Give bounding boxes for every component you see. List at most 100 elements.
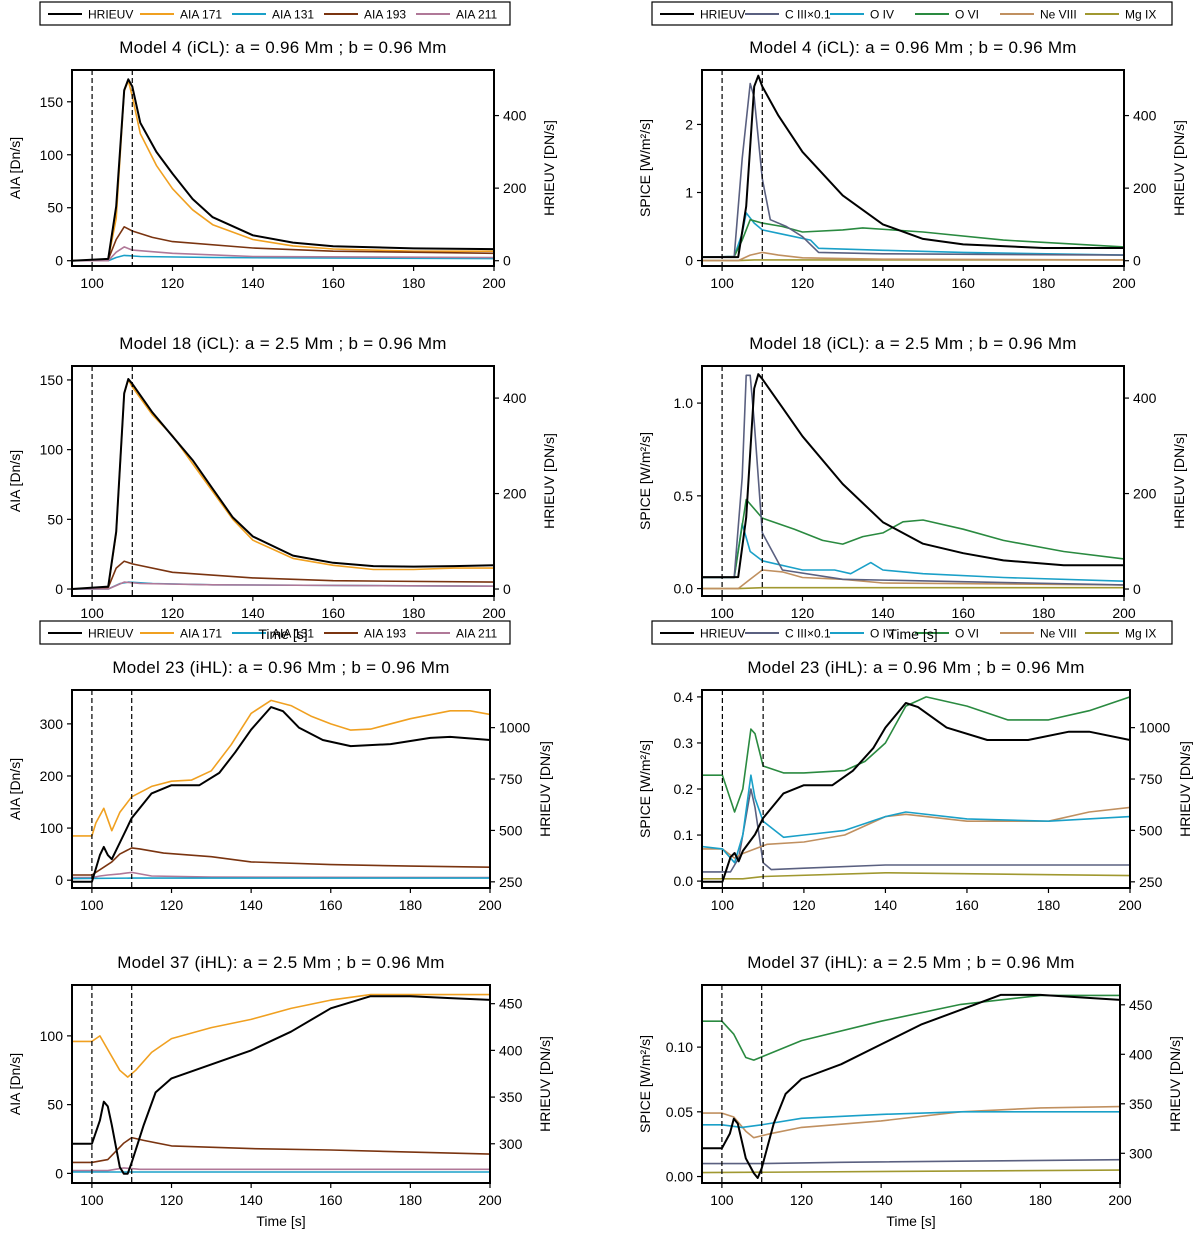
legend-label: HRIEUV (700, 8, 745, 22)
series-line-aia-171 (72, 379, 494, 590)
chart-title: Model 4 (iCL): a = 0.96 Mm ; b = 0.96 Mm (119, 38, 447, 57)
y-tick-label: 0.0 (674, 873, 694, 889)
y-tick-label: 100 (40, 820, 64, 836)
y-axis-label: SPICE [W/m²/s] (637, 1035, 653, 1133)
plot-frame (71, 984, 491, 1184)
legend-label: Ne VIII (1040, 627, 1077, 641)
x-tick-label: 160 (319, 897, 343, 913)
x-tick-label: 120 (790, 1192, 814, 1208)
y-tick-label: 0.5 (674, 488, 694, 504)
series-line-aia-171 (72, 699, 490, 837)
y-axis-label: AIA [Dn/s] (7, 758, 23, 820)
legend-box (651, 620, 1173, 645)
x-tick-label: 200 (482, 275, 506, 291)
y-tick-label: 0.10 (666, 1039, 693, 1055)
y-tick-label: 0.2 (674, 781, 694, 797)
legend-label: AIA 131 (272, 8, 314, 22)
legend-label: AIA 131 (272, 627, 314, 641)
y2-tick-label: 400 (503, 108, 527, 124)
y2-tick-label: 450 (1129, 997, 1153, 1013)
series-line-hrieuv (702, 702, 1130, 883)
x-tick-label: 100 (710, 1192, 734, 1208)
x-tick-label: 120 (792, 897, 816, 913)
y2-axis-label: HRIEUV [DN/s] (1171, 433, 1187, 529)
y2-tick-label: 750 (1139, 771, 1163, 787)
series-line-mg-ix (702, 1169, 1120, 1174)
y2-tick-label: 450 (499, 996, 523, 1012)
series-line-hrieuv (702, 74, 1124, 259)
series-line-hrieuv (72, 706, 490, 883)
legend-label: HRIEUV (700, 627, 745, 641)
series-line-c-iii-0-1 (702, 374, 1124, 586)
chart-m18-aia: Model 18 (iCL): a = 2.5 Mm ; b = 0.96 Mm… (7, 334, 557, 642)
legend-spice: HRIEUV C III×0.1 O IV O VI Ne VIII Mg IX (651, 1, 1173, 26)
legend-label: AIA 211 (456, 627, 497, 641)
y2-tick-label: 250 (1139, 874, 1163, 890)
x-tick-label: 100 (710, 275, 734, 291)
legend-spice: HRIEUV C III×0.1 O IV O VI Ne VIII Mg IX (651, 620, 1173, 645)
legend-label: Mg IX (1125, 627, 1156, 641)
series-line-mg-ix (702, 872, 1130, 880)
y-tick-label: 1 (685, 185, 693, 201)
y-tick-label: 150 (40, 94, 64, 110)
chart-m18-spice: Model 18 (iCL): a = 2.5 Mm ; b = 0.96 Mm… (637, 334, 1187, 642)
x-tick-label: 140 (869, 1192, 893, 1208)
y2-tick-label: 350 (1129, 1096, 1153, 1112)
y-tick-label: 0.4 (674, 689, 694, 705)
y-tick-label: 50 (47, 1097, 63, 1113)
x-tick-label: 160 (955, 897, 979, 913)
x-tick-label: 160 (952, 605, 976, 621)
x-tick-label: 180 (1029, 1192, 1053, 1208)
x-tick-label: 200 (478, 1192, 502, 1208)
y-tick-label: 0 (55, 1165, 63, 1181)
y-tick-label: 0.0 (674, 581, 694, 597)
y2-tick-label: 400 (1129, 1046, 1153, 1062)
chart-title: Model 4 (iCL): a = 0.96 Mm ; b = 0.96 Mm (749, 38, 1077, 57)
legend-label: Mg IX (1125, 8, 1156, 22)
y2-tick-label: 500 (499, 822, 523, 838)
series-line-hrieuv (702, 373, 1124, 579)
x-axis-label: Time [s] (258, 626, 307, 642)
series-line-hrieuv (72, 995, 490, 1175)
x-tick-label: 140 (871, 275, 895, 291)
y2-tick-label: 0 (1133, 253, 1141, 269)
series-line-mg-ix (702, 586, 1124, 590)
x-tick-label: 160 (949, 1192, 973, 1208)
x-tick-label: 200 (478, 897, 502, 913)
legend-label: HRIEUV (88, 627, 133, 641)
series-line-aia-171 (72, 79, 494, 262)
y2-axis-label: HRIEUV [DN/s] (1167, 1036, 1183, 1132)
y-axis-label: AIA [Dn/s] (7, 450, 23, 512)
y2-tick-label: 300 (499, 1136, 523, 1152)
x-tick-label: 140 (241, 275, 265, 291)
series-group (72, 378, 494, 590)
y-tick-label: 2 (685, 116, 693, 132)
series-line-aia-131 (72, 877, 490, 880)
series-line-c-iii-0-1 (702, 82, 1124, 258)
chart-title: Model 37 (iHL): a = 2.5 Mm ; b = 0.96 Mm (747, 953, 1075, 972)
x-tick-label: 140 (239, 897, 263, 913)
plot-frame (701, 365, 1125, 597)
chart-title: Model 18 (iCL): a = 2.5 Mm ; b = 0.96 Mm (749, 334, 1077, 353)
series-line-o-iv (702, 522, 1124, 582)
y-tick-label: 200 (40, 768, 64, 784)
plot-frame (71, 689, 491, 889)
chart-m23-spice: Model 23 (iHL): a = 0.96 Mm ; b = 0.96 M… (637, 658, 1193, 913)
plot-frame (701, 689, 1131, 889)
legend-label: Ne VIII (1040, 8, 1077, 22)
x-tick-label: 160 (319, 1192, 343, 1208)
y2-axis-label: HRIEUV [DN/s] (537, 741, 553, 837)
plot-frame (71, 69, 495, 267)
x-tick-label: 180 (1037, 897, 1061, 913)
y-tick-label: 0 (55, 253, 63, 269)
legend-box (651, 1, 1173, 26)
y-tick-label: 50 (47, 200, 63, 216)
y-tick-label: 0.3 (674, 735, 694, 751)
legend-label: O IV (870, 8, 894, 22)
chart-title: Model 37 (iHL): a = 2.5 Mm ; b = 0.96 Mm (117, 953, 445, 972)
series-line-aia-193 (72, 847, 490, 876)
y-tick-label: 0.05 (666, 1104, 693, 1120)
series-line-aia-193 (72, 226, 494, 262)
series-group (72, 993, 490, 1175)
x-tick-label: 160 (952, 275, 976, 291)
